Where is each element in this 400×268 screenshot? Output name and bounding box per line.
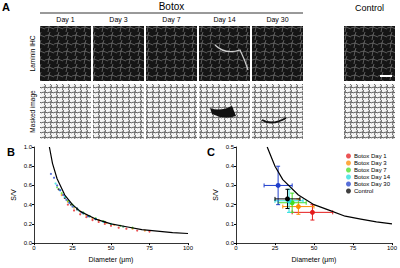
svg-text:Control: Control [354,188,373,194]
svg-text:50: 50 [311,245,318,251]
svg-text:Botox Day 30: Botox Day 30 [354,181,391,187]
svg-text:0.3: 0.3 [226,182,235,188]
svg-text:75: 75 [350,245,357,251]
svg-text:0.8: 0.8 [24,163,33,169]
svg-text:25: 25 [272,245,279,251]
svg-text:Masked image: Masked image [29,90,37,133]
svg-text:A: A [2,1,10,13]
svg-text:0.2: 0.2 [24,221,33,227]
svg-text:Laminin IHC: Laminin IHC [29,35,36,71]
svg-text:100: 100 [183,245,194,251]
svg-text:0.4: 0.4 [24,202,33,208]
svg-text:0.0: 0.0 [24,240,33,246]
svg-text:0.4: 0.4 [226,163,235,169]
svg-text:1.0: 1.0 [24,144,33,150]
svg-text:Botox Day 14: Botox Day 14 [354,174,391,180]
svg-text:0.1: 0.1 [226,221,235,227]
svg-text:Day 7: Day 7 [162,16,180,24]
svg-text:100: 100 [387,245,398,251]
svg-text:Diameter (μm): Diameter (μm) [292,256,337,264]
svg-text:Day 14: Day 14 [213,16,235,24]
svg-text:B: B [7,146,15,158]
svg-text:Botox Day 1: Botox Day 1 [354,153,387,159]
svg-text:0: 0 [234,245,238,251]
svg-text:Diameter (μm): Diameter (μm) [89,256,134,264]
svg-text:S/V: S/V [10,189,17,201]
svg-text:0.2: 0.2 [226,202,235,208]
svg-text:0.5: 0.5 [226,144,235,150]
svg-text:50: 50 [108,245,115,251]
svg-text:Botox Day 7: Botox Day 7 [354,167,387,173]
svg-text:Botox: Botox [159,1,185,12]
svg-text:S/V: S/V [212,189,219,201]
svg-text:0.0: 0.0 [226,240,235,246]
svg-text:0: 0 [32,245,36,251]
svg-text:Day 30: Day 30 [266,16,288,24]
svg-text:25: 25 [69,245,76,251]
svg-text:0.6: 0.6 [24,182,33,188]
svg-text:Day 3: Day 3 [109,16,127,24]
svg-text:75: 75 [146,245,153,251]
svg-text:Day 1: Day 1 [56,16,74,24]
svg-text:Botox Day 3: Botox Day 3 [354,160,387,166]
svg-text:Control: Control [355,3,384,13]
svg-text:C: C [207,146,215,158]
